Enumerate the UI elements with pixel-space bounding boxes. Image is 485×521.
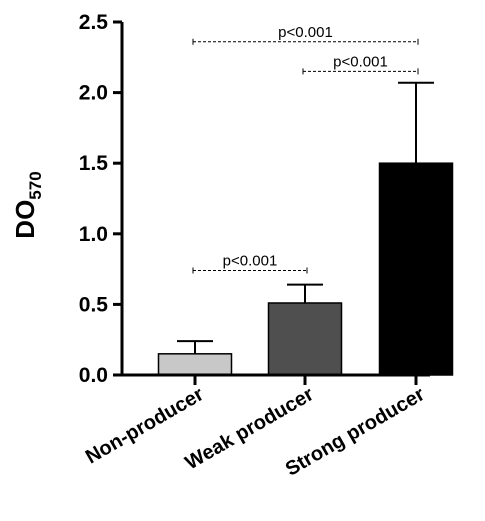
bar-strong-producer — [378, 162, 454, 376]
y-axis: 0.0 0.5 1.0 1.5 2.0 2.5 — [79, 11, 430, 387]
y-axis-label-subscript: 570 — [26, 171, 45, 199]
bars-layer — [157, 162, 454, 376]
y-axis-label-main: DO — [10, 200, 40, 239]
error-bars-layer — [177, 81, 434, 354]
y-tick-label: 1.0 — [79, 223, 108, 246]
significance-label: p<0.001 — [333, 53, 388, 70]
y-axis-label: DO570 — [10, 171, 45, 238]
y-tick-label: 0.5 — [79, 293, 109, 316]
y-tick-label: 2.0 — [79, 82, 108, 105]
significance-label: p<0.001 — [278, 24, 333, 41]
bar-non-producer — [157, 353, 233, 376]
y-tick-label: 2.5 — [79, 11, 109, 34]
y-tick-label: 1.5 — [79, 152, 109, 175]
bar-weak-producer — [267, 302, 343, 376]
significance-label: p<0.001 — [223, 253, 278, 270]
y-tick-label: 0.0 — [79, 364, 108, 387]
